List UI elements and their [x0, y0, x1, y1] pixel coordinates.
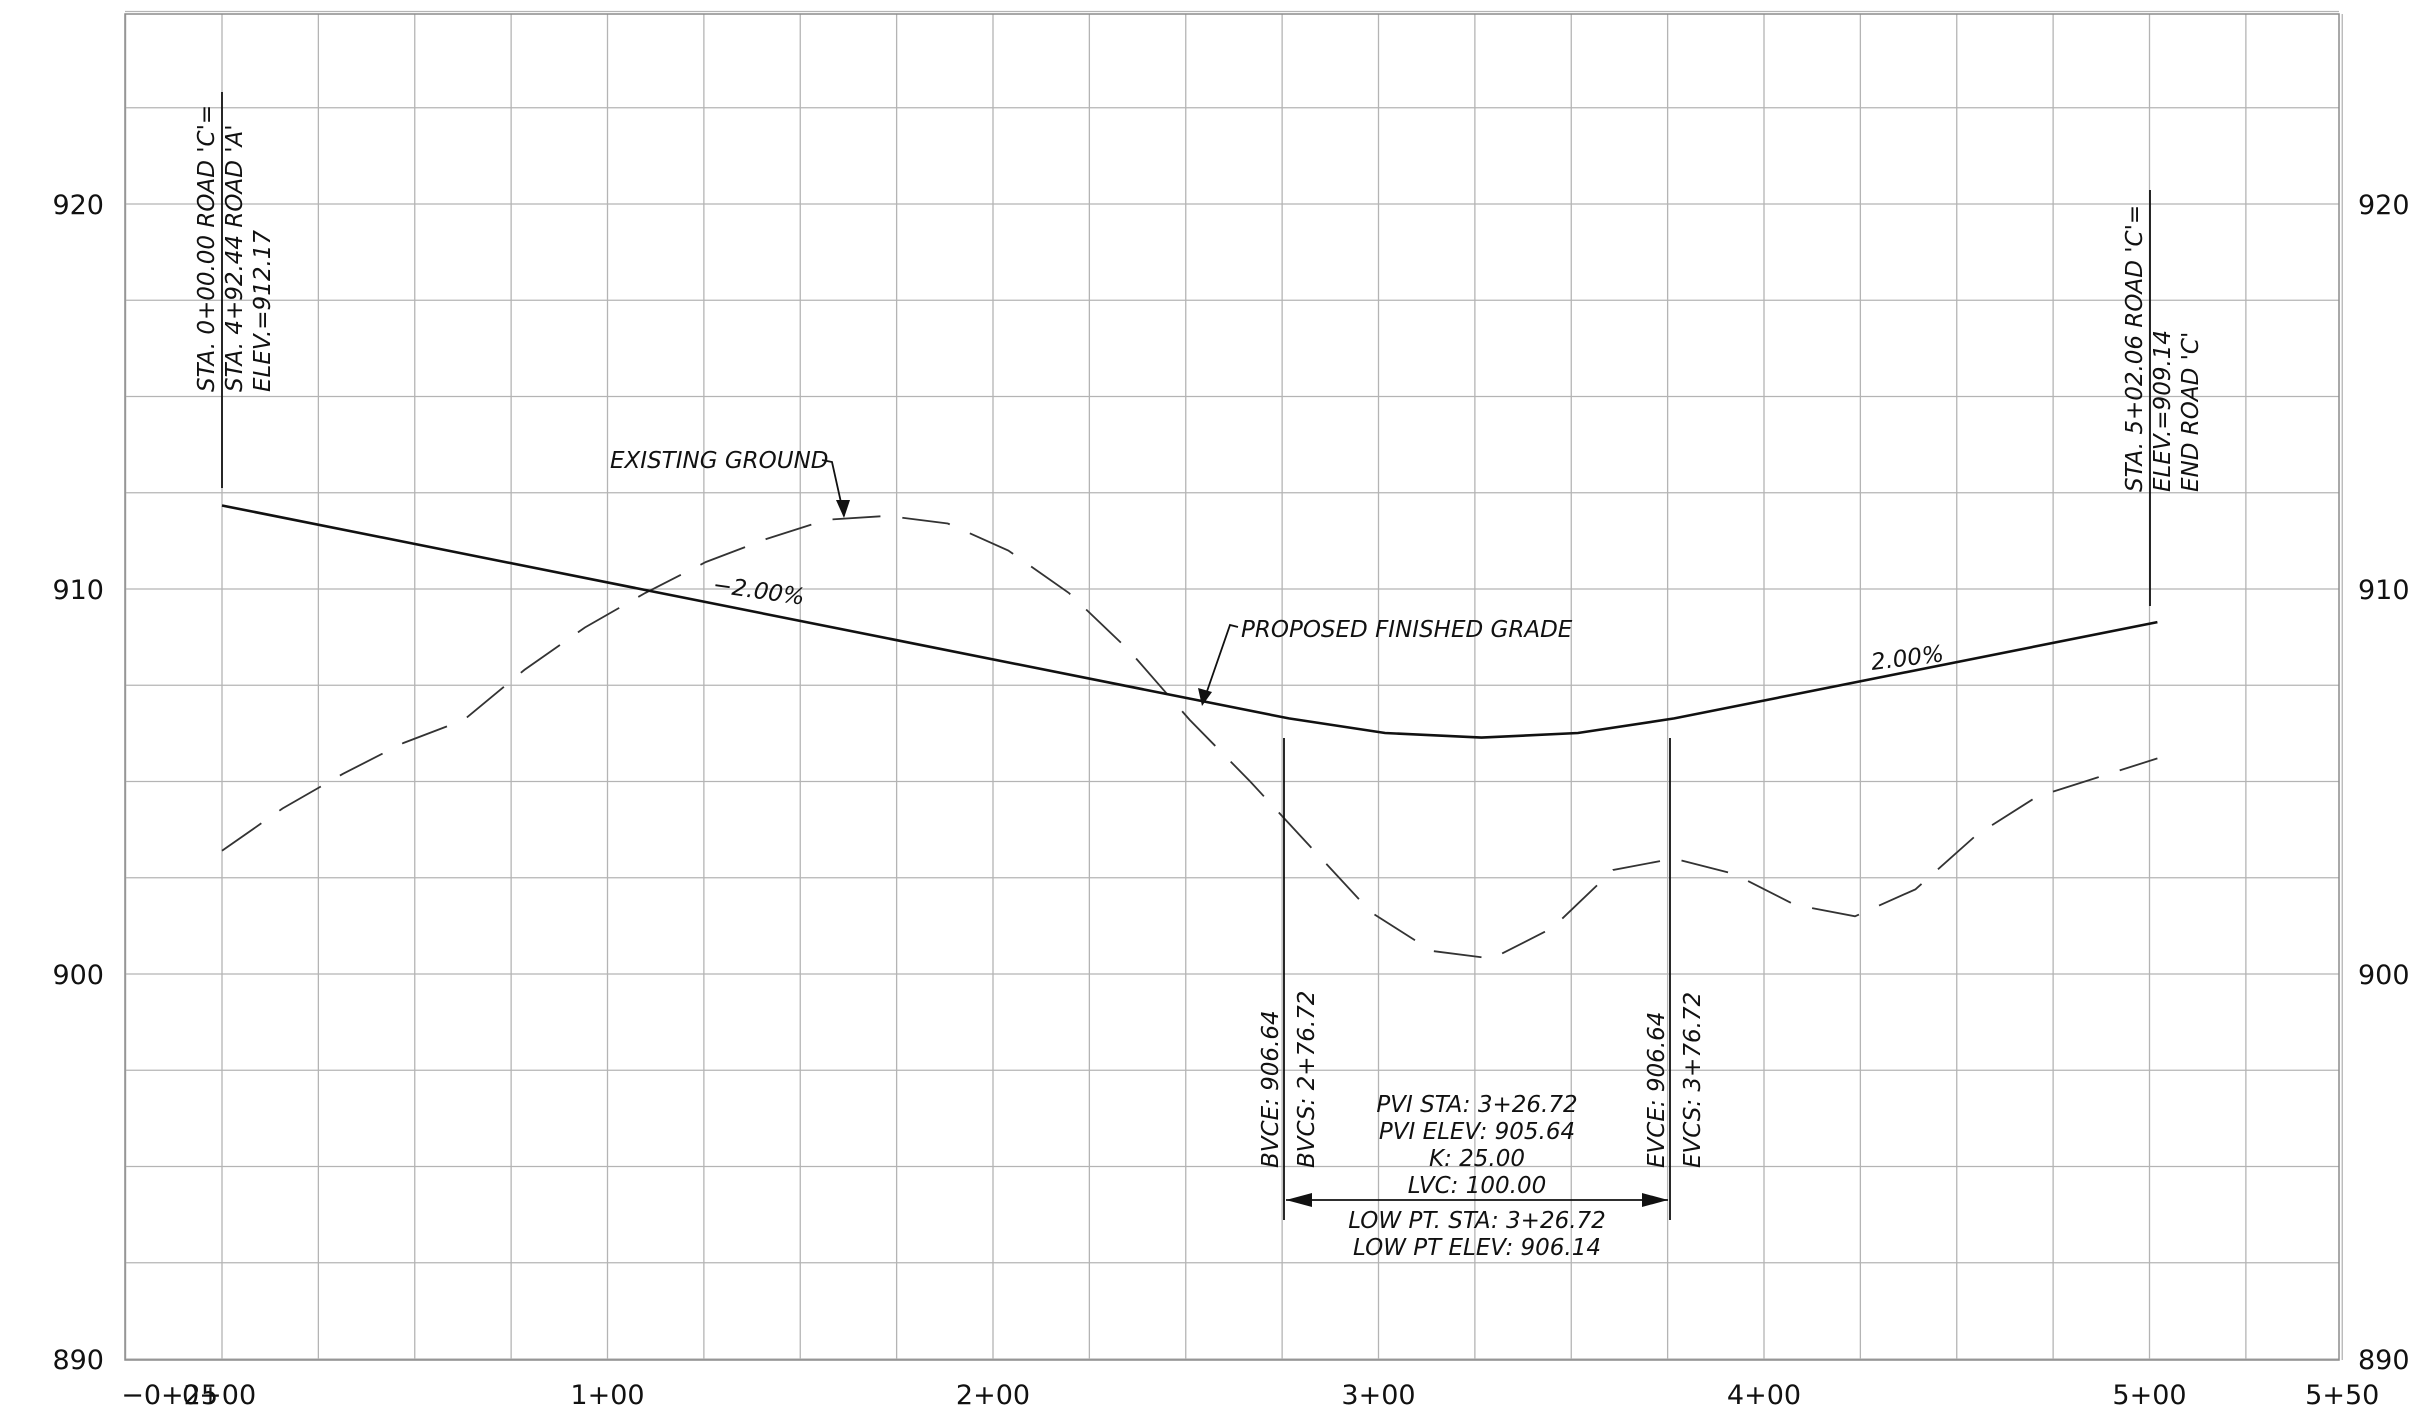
vertical-curve-data: PVI STA: 3+26.72 PVI ELEV: 905.64 K: 25.… [1348, 1092, 1606, 1261]
end-station-label-1: STA. 5+02.06 ROAD 'C'= [2122, 205, 2148, 492]
lvc-arrow-right [1642, 1193, 1668, 1207]
evce-label: EVCE: 906.64 [1644, 1012, 1670, 1168]
bvcs-label: BVCS: 2+76.72 [1294, 991, 1320, 1168]
existing-ground-label: EXISTING GROUND [610, 448, 829, 474]
y-tick-label-left: 910 [52, 575, 104, 606]
y-tick-label-left: 920 [52, 190, 104, 221]
grid-lines [124, 10, 2343, 1360]
pvi-station-text: PVI STA: 3+26.72 [1376, 1092, 1577, 1118]
proposed-grade-label: PROPOSED FINISHED GRADE [1241, 617, 1573, 643]
low-point-station-text: LOW PT. STA: 3+26.72 [1348, 1208, 1606, 1234]
x-tick-label: 3+00 [1341, 1380, 1415, 1411]
proposed-grade-line [221, 504, 2158, 739]
x-tick-label: −0+25 [121, 1380, 218, 1411]
start-elevation-label: ELEV.=912.17 [250, 230, 276, 392]
outgoing-grade-label: 2.00% [1870, 641, 1946, 676]
x-tick-label: 4+00 [1727, 1380, 1801, 1411]
x-tick-label: 2+00 [956, 1380, 1030, 1411]
proposed-grade-leader [1203, 623, 1239, 701]
start-station-label-2: STA. 4+92.44 ROAD 'A' [222, 124, 248, 392]
lvc-text: LVC: 100.00 [1408, 1173, 1546, 1199]
existing-ground-line [221, 514, 2158, 960]
pvi-elevation-text: PVI ELEV: 905.64 [1379, 1119, 1575, 1145]
existing-ground-arrowhead [836, 500, 850, 518]
x-tick-label: 0+00 [182, 1380, 256, 1411]
y-tick-label-right: 910 [2358, 575, 2410, 606]
proposed-grade-arrowhead [1198, 688, 1212, 706]
start-station-label-1: STA. 0+00.00 ROAD 'C'= [194, 105, 220, 392]
y-tick-label-left: 900 [52, 960, 104, 991]
y-tick-label-right: 900 [2358, 960, 2410, 991]
axis-tick-labels: −0+250+00 1+00 2+00 3+00 4+00 5+00 5+50 920 910 9… [52, 190, 2409, 1411]
k-value-text: K: 25.00 [1429, 1146, 1525, 1172]
low-point-elevation-text: LOW PT ELEV: 906.14 [1353, 1235, 1601, 1261]
existing-ground-leader [821, 459, 845, 517]
end-elevation-label: ELEV.=909.14 [2150, 330, 2176, 492]
bvce-label: BVCE: 906.64 [1258, 1010, 1284, 1168]
x-tick-label: 5+00 [2112, 1380, 2186, 1411]
plot-frame [124, 13, 2340, 1361]
end-road-label: END ROAD 'C' [2178, 332, 2204, 492]
evcs-label: EVCS: 3+76.72 [1680, 992, 1706, 1168]
y-tick-label-right: 920 [2358, 190, 2410, 221]
y-tick-label-right: 890 [2358, 1345, 2410, 1376]
x-tick-label: 5+50 [2305, 1380, 2379, 1411]
lvc-arrow-left [1286, 1193, 1312, 1207]
y-tick-label-left: 890 [52, 1345, 104, 1376]
x-tick-label: 1+00 [570, 1380, 644, 1411]
